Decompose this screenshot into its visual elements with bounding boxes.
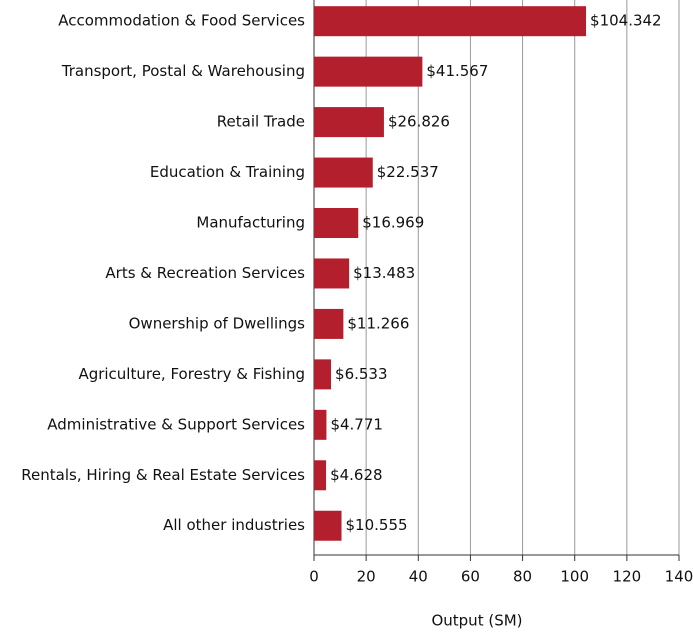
bar [314,409,327,440]
value-label: $41.567 [426,62,488,80]
x-tick-label: 140 [665,568,693,586]
x-tick-label: 80 [513,568,532,586]
bar [314,460,327,491]
bar [314,6,587,37]
value-label: $16.969 [362,214,424,232]
y-tick-label: Rentals, Hiring & Real Estate Services [21,466,305,484]
y-tick-label: Retail Trade [217,113,305,131]
bar [314,510,342,541]
value-label: $11.266 [347,314,409,332]
bar [314,107,384,138]
x-tick-label: 120 [613,568,642,586]
y-tick-label: Manufacturing [196,214,305,232]
value-label: $13.483 [353,264,415,282]
x-tick-label: 100 [560,568,589,586]
x-tick-label: 0 [309,568,319,586]
value-label: $22.537 [377,163,439,181]
bar [314,208,359,239]
value-label: $104.342 [590,12,662,30]
x-axis-label: Output (SM) [431,612,522,630]
value-label: $6.533 [335,365,388,383]
y-tick-label: Education & Training [150,163,305,181]
x-tick-label: 20 [357,568,376,586]
bar [314,258,350,289]
y-tick-label: Ownership of Dwellings [129,314,306,332]
y-tick-label: Transport, Postal & Warehousing [61,62,305,80]
y-tick-label: Administrative & Support Services [47,415,305,433]
y-tick-label: Arts & Recreation Services [105,264,305,282]
value-label: $10.555 [346,516,408,534]
value-label: $26.826 [388,113,450,131]
value-label: $4.628 [330,466,383,484]
y-tick-label: Agriculture, Forestry & Fishing [78,365,305,383]
bar [314,308,344,339]
x-tick-label: 40 [409,568,428,586]
y-tick-label: All other industries [163,516,305,534]
bar [314,157,373,188]
value-label: $4.771 [330,415,383,433]
y-tick-label: Accommodation & Food Services [58,12,305,30]
bar [314,56,423,87]
bar [314,359,332,390]
x-tick-label: 60 [461,568,480,586]
